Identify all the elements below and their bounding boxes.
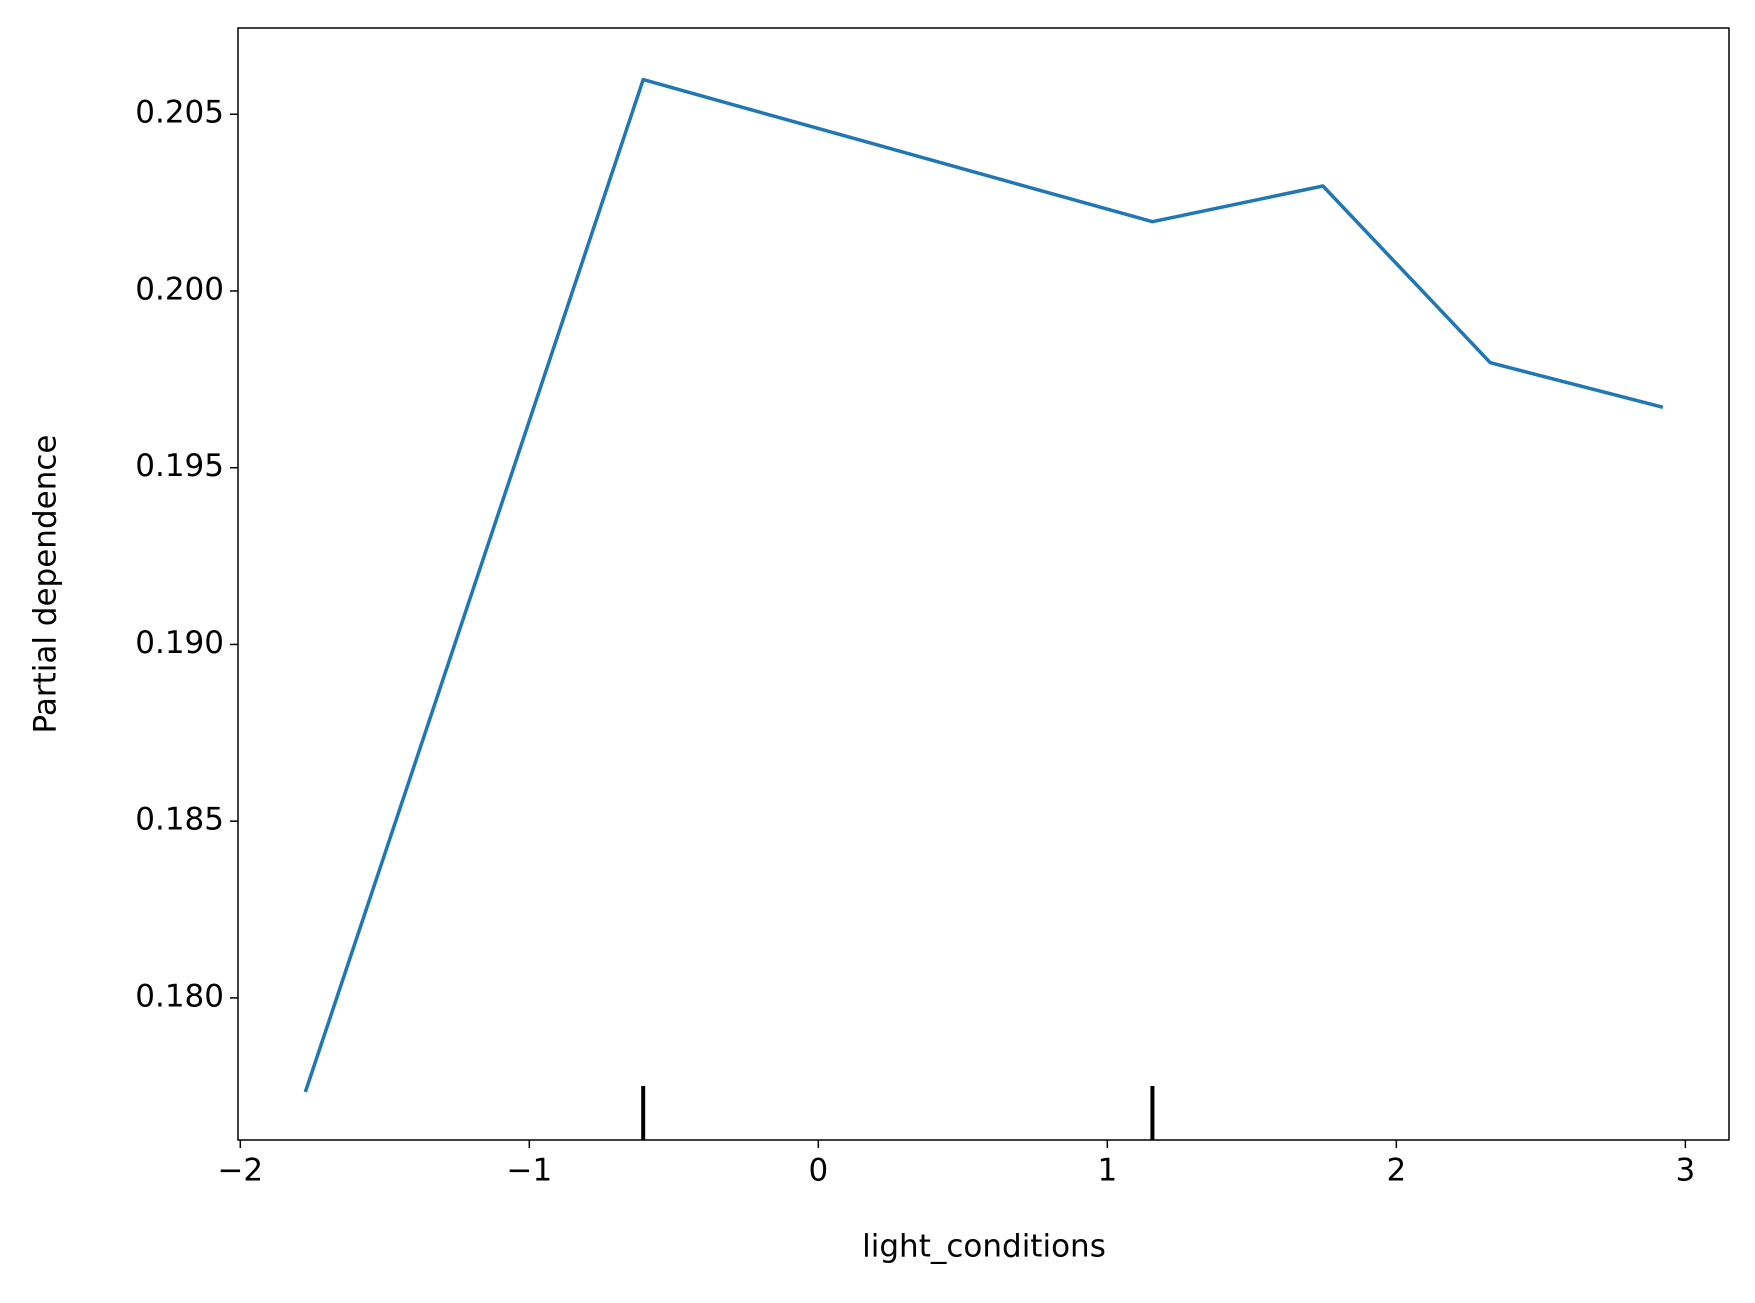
y-tick-label: 0.200 xyxy=(135,271,224,307)
y-axis-label: Partial dependence xyxy=(28,435,64,734)
x-tick-label: 2 xyxy=(1386,1153,1406,1189)
x-tick-label: −1 xyxy=(506,1153,552,1189)
line xyxy=(303,77,1664,1093)
x-tick-label: 0 xyxy=(808,1153,828,1189)
x-tick-label: 3 xyxy=(1675,1153,1695,1189)
y-tick-label: 0.180 xyxy=(135,978,224,1014)
y-tick-label: 0.190 xyxy=(135,625,224,661)
x-tick-label: −2 xyxy=(217,1153,263,1189)
y-tick-label: 0.205 xyxy=(135,95,224,131)
x-axis-label: light_conditions xyxy=(862,1229,1106,1265)
axes-frame xyxy=(237,27,1730,1141)
y-tick-label: 0.185 xyxy=(135,802,224,838)
y-tick-label: 0.195 xyxy=(135,448,224,484)
x-tick-label: 1 xyxy=(1097,1153,1117,1189)
